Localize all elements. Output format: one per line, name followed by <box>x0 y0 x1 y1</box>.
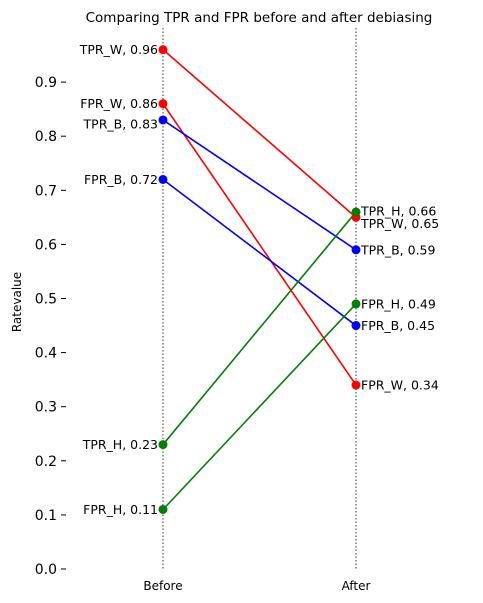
y-tick-label: 0.5 <box>35 292 57 308</box>
y-tick-label: 0.7 <box>35 183 57 199</box>
y-tick-label: 0.8 <box>35 129 57 145</box>
data-label-fpr-b-after: FPR_B, 0.45 <box>361 318 435 333</box>
series-line-tpr-w <box>162 49 357 218</box>
series-line-fpr-b <box>162 178 357 327</box>
x-tick-label-before: Before <box>143 579 182 593</box>
data-point-tpr-w-before <box>158 45 168 55</box>
data-label-fpr-w-after: FPR_W, 0.34 <box>361 378 439 393</box>
data-label-tpr-w-before: TPR_W, 0.96 <box>79 42 158 57</box>
data-label-tpr-b-before: TPR_B, 0.83 <box>83 116 158 131</box>
y-tick-label: 0.3 <box>35 400 57 416</box>
data-label-fpr-h-after: FPR_H, 0.49 <box>361 296 436 311</box>
y-tick-label: 0.4 <box>35 346 57 362</box>
data-point-fpr-h-after <box>351 299 361 309</box>
data-point-fpr-w-before <box>158 99 168 109</box>
data-point-tpr-b-after <box>351 245 361 255</box>
data-label-tpr-w-after: TPR_W, 0.65 <box>360 216 439 231</box>
x-tick-label-after: After <box>342 579 371 593</box>
series-line-tpr-h <box>162 211 357 446</box>
y-tick-label: 0.6 <box>35 237 57 253</box>
data-label-fpr-b-before: FPR_B, 0.72 <box>84 172 158 187</box>
y-tick-label: 0.9 <box>35 75 57 91</box>
series-line-fpr-h <box>162 303 357 511</box>
y-axis-label: Ratevalue <box>10 272 24 332</box>
data-point-tpr-h-before <box>158 440 168 450</box>
data-label-fpr-h-before: FPR_H, 0.11 <box>83 502 158 517</box>
series-line-fpr-w <box>162 103 357 386</box>
y-tick-label: 0.0 <box>35 562 57 578</box>
data-point-fpr-b-after <box>351 321 361 331</box>
chart-title: Comparing TPR and FPR before and after d… <box>86 10 433 26</box>
y-tick-label: 0.2 <box>35 454 57 470</box>
data-label-tpr-h-before: TPR_H, 0.23 <box>82 437 158 452</box>
data-point-tpr-b-before <box>158 115 168 125</box>
data-point-fpr-w-after <box>351 380 361 390</box>
data-label-tpr-b-after: TPR_B, 0.59 <box>360 242 436 257</box>
series-line-tpr-b <box>162 119 357 251</box>
data-point-fpr-b-before <box>158 174 168 184</box>
data-label-fpr-w-before: FPR_W, 0.86 <box>80 96 158 111</box>
data-label-tpr-h-after: TPR_H, 0.66 <box>360 203 436 218</box>
y-tick-label: 0.1 <box>35 508 57 524</box>
data-point-tpr-h-after <box>351 207 361 217</box>
data-point-fpr-h-before <box>158 504 168 514</box>
